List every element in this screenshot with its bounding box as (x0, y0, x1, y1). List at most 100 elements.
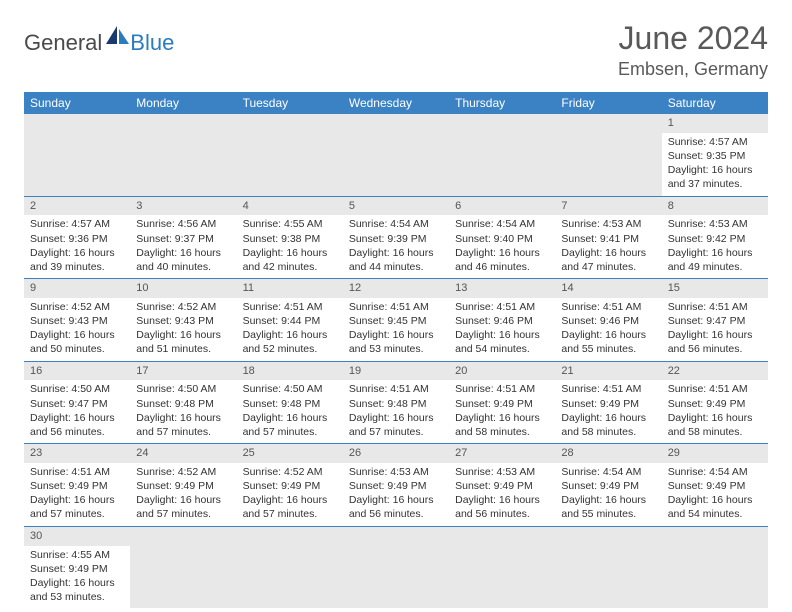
sunset: Sunset: 9:44 PM (243, 314, 337, 328)
sunset: Sunset: 9:49 PM (243, 479, 337, 493)
calendar-table: Sunday Monday Tuesday Wednesday Thursday… (24, 92, 768, 608)
day-cell: 22Sunrise: 4:51 AMSunset: 9:49 PMDayligh… (662, 361, 768, 444)
daylight-line2: and 56 minutes. (455, 507, 549, 521)
sunset: Sunset: 9:40 PM (455, 232, 549, 246)
daylight-line2: and 39 minutes. (30, 260, 124, 274)
daylight-line2: and 52 minutes. (243, 342, 337, 356)
day-number: 26 (343, 444, 449, 463)
day-cell: 12Sunrise: 4:51 AMSunset: 9:45 PMDayligh… (343, 279, 449, 362)
day-content: Sunrise: 4:54 AMSunset: 9:39 PMDaylight:… (343, 215, 449, 278)
day-cell: 7Sunrise: 4:53 AMSunset: 9:41 PMDaylight… (555, 196, 661, 279)
logo: General Blue (24, 20, 174, 59)
daylight-line2: and 58 minutes. (668, 425, 762, 439)
day-content: Sunrise: 4:51 AMSunset: 9:49 PMDaylight:… (555, 380, 661, 443)
daylight-line1: Daylight: 16 hours (455, 493, 549, 507)
sunrise: Sunrise: 4:53 AM (668, 217, 762, 231)
day-cell: 4Sunrise: 4:55 AMSunset: 9:38 PMDaylight… (237, 196, 343, 279)
day-number: 9 (24, 279, 130, 298)
daylight-line2: and 57 minutes. (243, 507, 337, 521)
sunrise: Sunrise: 4:51 AM (455, 300, 549, 314)
logo-text-general: General (24, 30, 102, 56)
daylight-line1: Daylight: 16 hours (30, 246, 124, 260)
sunrise: Sunrise: 4:54 AM (455, 217, 549, 231)
month-title: June 2024 (618, 20, 768, 57)
daylight-line1: Daylight: 16 hours (668, 163, 762, 177)
day-cell: 15Sunrise: 4:51 AMSunset: 9:47 PMDayligh… (662, 279, 768, 362)
day-cell: 10Sunrise: 4:52 AMSunset: 9:43 PMDayligh… (130, 279, 236, 362)
day-cell: 28Sunrise: 4:54 AMSunset: 9:49 PMDayligh… (555, 444, 661, 527)
daylight-line1: Daylight: 16 hours (455, 246, 549, 260)
day-header: Wednesday (343, 92, 449, 114)
daylight-line1: Daylight: 16 hours (668, 328, 762, 342)
day-number: 20 (449, 362, 555, 381)
day-content: Sunrise: 4:55 AMSunset: 9:38 PMDaylight:… (237, 215, 343, 278)
day-cell (237, 114, 343, 196)
day-cell: 29Sunrise: 4:54 AMSunset: 9:49 PMDayligh… (662, 444, 768, 527)
daylight-line2: and 55 minutes. (561, 507, 655, 521)
day-number: 28 (555, 444, 661, 463)
daylight-line1: Daylight: 16 hours (561, 328, 655, 342)
sunset: Sunset: 9:49 PM (30, 562, 124, 576)
day-cell (343, 526, 449, 608)
sail-icon (106, 26, 130, 49)
day-number: 5 (343, 197, 449, 216)
sunrise: Sunrise: 4:52 AM (30, 300, 124, 314)
day-cell: 30Sunrise: 4:55 AMSunset: 9:49 PMDayligh… (24, 526, 130, 608)
day-cell: 14Sunrise: 4:51 AMSunset: 9:46 PMDayligh… (555, 279, 661, 362)
day-content: Sunrise: 4:50 AMSunset: 9:47 PMDaylight:… (24, 380, 130, 443)
sunset: Sunset: 9:49 PM (668, 479, 762, 493)
sunset: Sunset: 9:41 PM (561, 232, 655, 246)
day-number: 6 (449, 197, 555, 216)
daylight-line1: Daylight: 16 hours (30, 493, 124, 507)
sunrise: Sunrise: 4:53 AM (561, 217, 655, 231)
day-number: 2 (24, 197, 130, 216)
day-content: Sunrise: 4:51 AMSunset: 9:46 PMDaylight:… (555, 298, 661, 361)
day-cell (449, 114, 555, 196)
daylight-line2: and 57 minutes. (30, 507, 124, 521)
day-number: 27 (449, 444, 555, 463)
daylight-line1: Daylight: 16 hours (243, 411, 337, 425)
sunset: Sunset: 9:37 PM (136, 232, 230, 246)
daylight-line2: and 44 minutes. (349, 260, 443, 274)
day-header: Friday (555, 92, 661, 114)
sunrise: Sunrise: 4:51 AM (668, 382, 762, 396)
day-cell: 9Sunrise: 4:52 AMSunset: 9:43 PMDaylight… (24, 279, 130, 362)
title-block: June 2024 Embsen, Germany (618, 20, 768, 80)
day-content: Sunrise: 4:51 AMSunset: 9:48 PMDaylight:… (343, 380, 449, 443)
daylight-line1: Daylight: 16 hours (243, 246, 337, 260)
sunrise: Sunrise: 4:51 AM (349, 300, 443, 314)
daylight-line1: Daylight: 16 hours (349, 246, 443, 260)
day-cell: 19Sunrise: 4:51 AMSunset: 9:48 PMDayligh… (343, 361, 449, 444)
day-content: Sunrise: 4:51 AMSunset: 9:49 PMDaylight:… (449, 380, 555, 443)
sunrise: Sunrise: 4:53 AM (455, 465, 549, 479)
day-cell (130, 526, 236, 608)
daylight-line1: Daylight: 16 hours (668, 411, 762, 425)
daylight-line2: and 49 minutes. (668, 260, 762, 274)
daylight-line1: Daylight: 16 hours (243, 328, 337, 342)
day-content: Sunrise: 4:51 AMSunset: 9:46 PMDaylight:… (449, 298, 555, 361)
daylight-line2: and 57 minutes. (349, 425, 443, 439)
day-content: Sunrise: 4:51 AMSunset: 9:45 PMDaylight:… (343, 298, 449, 361)
sunrise: Sunrise: 4:51 AM (561, 300, 655, 314)
day-cell: 5Sunrise: 4:54 AMSunset: 9:39 PMDaylight… (343, 196, 449, 279)
day-number: 19 (343, 362, 449, 381)
sunrise: Sunrise: 4:54 AM (561, 465, 655, 479)
sunset: Sunset: 9:48 PM (243, 397, 337, 411)
day-number: 14 (555, 279, 661, 298)
sunset: Sunset: 9:36 PM (30, 232, 124, 246)
daylight-line2: and 56 minutes. (349, 507, 443, 521)
day-number: 18 (237, 362, 343, 381)
sunset: Sunset: 9:49 PM (455, 397, 549, 411)
sunset: Sunset: 9:42 PM (668, 232, 762, 246)
day-content: Sunrise: 4:51 AMSunset: 9:44 PMDaylight:… (237, 298, 343, 361)
day-cell: 3Sunrise: 4:56 AMSunset: 9:37 PMDaylight… (130, 196, 236, 279)
day-cell: 1Sunrise: 4:57 AMSunset: 9:35 PMDaylight… (662, 114, 768, 196)
day-cell (24, 114, 130, 196)
daylight-line1: Daylight: 16 hours (30, 328, 124, 342)
day-cell: 18Sunrise: 4:50 AMSunset: 9:48 PMDayligh… (237, 361, 343, 444)
day-number: 11 (237, 279, 343, 298)
sunrise: Sunrise: 4:55 AM (243, 217, 337, 231)
day-cell: 20Sunrise: 4:51 AMSunset: 9:49 PMDayligh… (449, 361, 555, 444)
day-header: Sunday (24, 92, 130, 114)
daylight-line2: and 42 minutes. (243, 260, 337, 274)
